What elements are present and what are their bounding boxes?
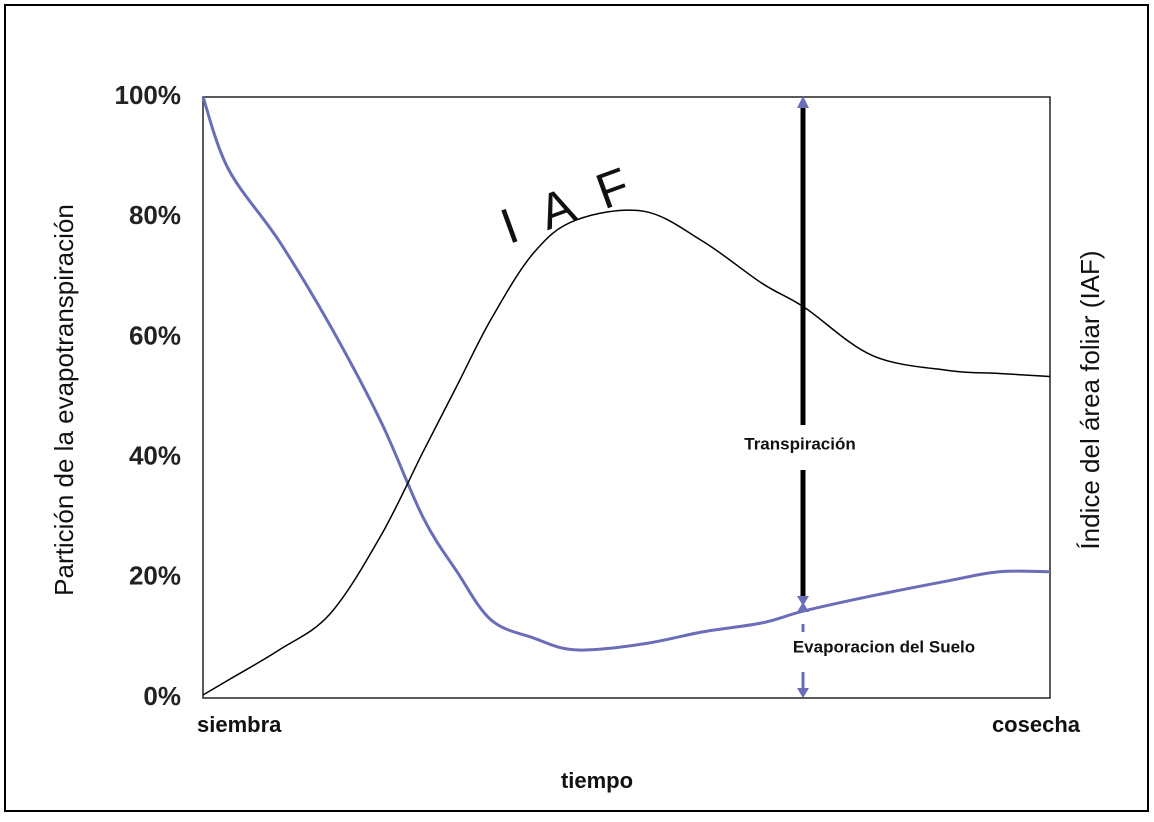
plot-area <box>202 96 1051 699</box>
line-series <box>202 209 1051 696</box>
y-tick-label: 0% <box>143 681 181 711</box>
arrow-head <box>797 96 809 108</box>
x-tick-label: siembra <box>197 712 282 737</box>
line-series <box>201 96 1051 652</box>
y-tick-label: 40% <box>129 440 181 470</box>
evaporation-label: Evaporacion del Suelo <box>793 637 975 656</box>
y-tick-label: 20% <box>129 561 181 591</box>
y2-axis-label: Índice del área foliar (IAF) <box>1075 250 1105 549</box>
transpiration-label: Transpiración <box>744 434 855 453</box>
arrow <box>797 96 809 698</box>
arrow-head <box>797 688 809 698</box>
x-axis-label: tiempo <box>561 768 633 793</box>
y-tick-label: 100% <box>115 80 182 110</box>
frame <box>4 4 1149 812</box>
y-tick-label: 80% <box>129 200 181 230</box>
arrow-head <box>797 596 809 606</box>
y-axis-label: Partición de la evapotranspiración <box>49 204 79 596</box>
x-tick-label: cosecha <box>992 712 1081 737</box>
y-tick-label: 60% <box>129 320 181 350</box>
